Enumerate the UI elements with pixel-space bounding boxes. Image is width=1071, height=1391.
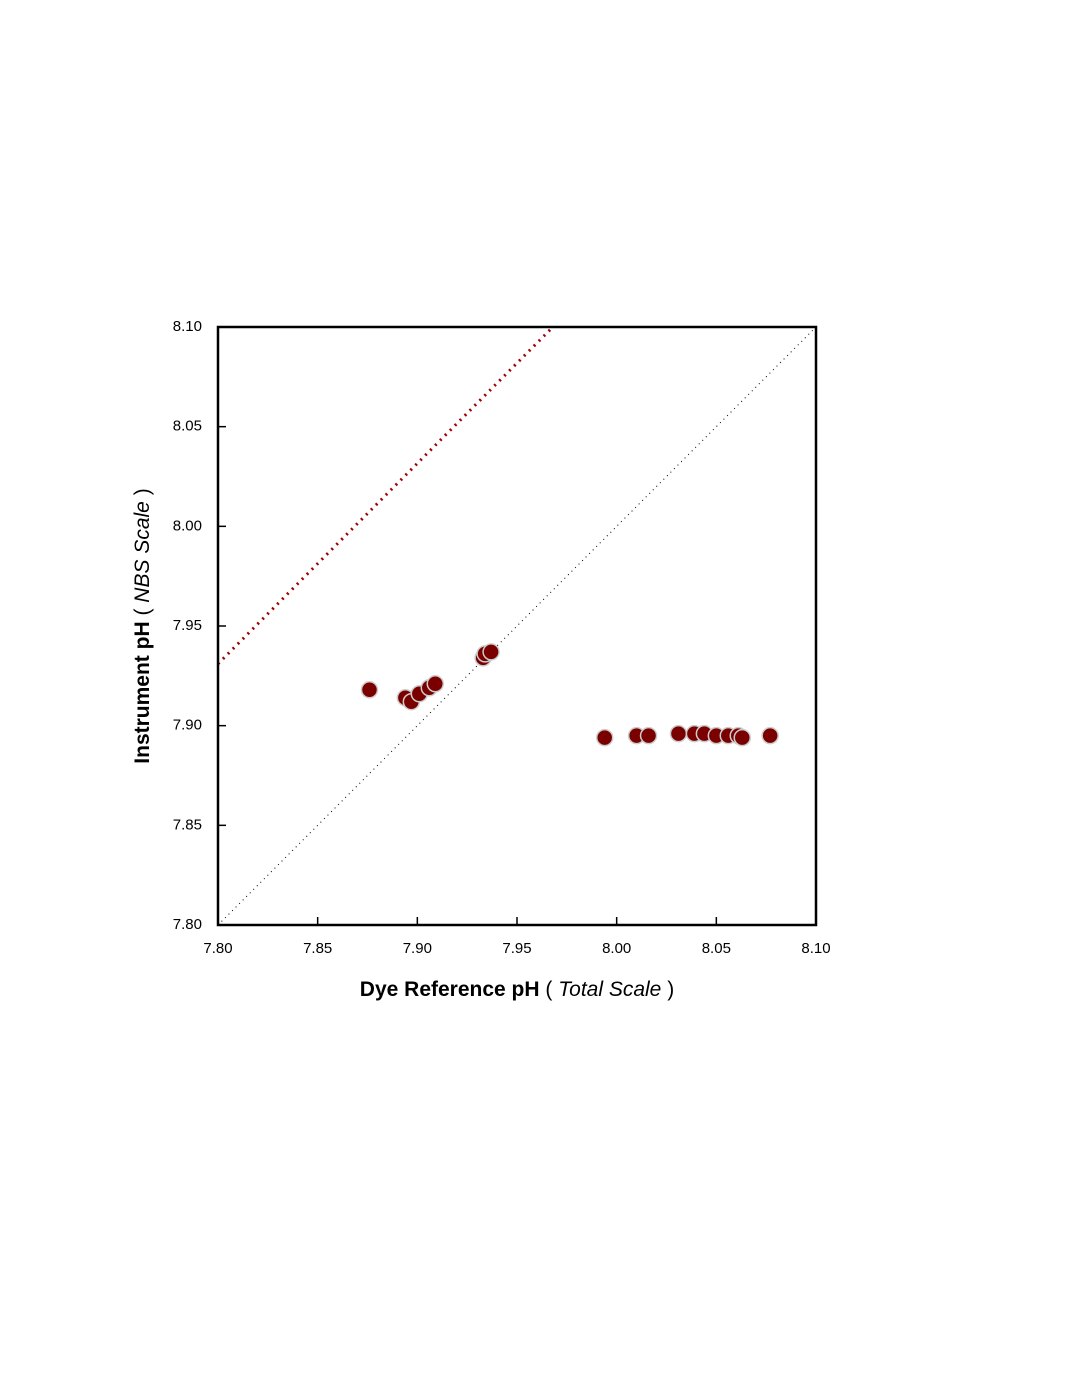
y-tick-label: 7.90 (173, 717, 202, 734)
y-tick-label: 8.05 (173, 418, 202, 435)
reference-line (218, 327, 554, 665)
x-tick-label: 7.90 (403, 940, 432, 957)
plot-frame (216, 325, 818, 927)
y-tick-label: 7.95 (173, 617, 202, 634)
y-tick-label: 7.85 (173, 816, 202, 833)
x-tick-label: 8.10 (801, 940, 830, 957)
y-tick-label: 7.80 (173, 916, 202, 933)
x-title-part: ( (545, 978, 552, 1001)
point (639, 726, 658, 745)
y-axis-title: Instrument pH ( NBS Scale ) (131, 488, 154, 763)
x-title-part: Total Scale (558, 978, 661, 1001)
y-title-part: NBS Scale (131, 501, 154, 603)
point (426, 675, 445, 693)
x-title-part: ) (667, 978, 674, 1001)
point (733, 728, 751, 747)
point (761, 726, 779, 745)
point (360, 681, 379, 699)
point (669, 724, 688, 743)
x-axis-title: Dye Reference pH ( Total Scale ) (360, 978, 674, 1001)
point (482, 643, 500, 661)
y-title-part: ) (131, 488, 154, 495)
y-tick-label: 8.10 (173, 318, 202, 335)
y-title-part: Instrument pH (131, 621, 154, 763)
x-tick-label: 7.80 (203, 940, 232, 957)
x-title-part: Dye Reference pH (360, 978, 540, 1001)
y-title-part: ( (131, 609, 154, 616)
point (595, 728, 614, 747)
x-tick-label: 7.95 (502, 940, 531, 957)
x-tick-label: 7.85 (303, 940, 332, 957)
x-tick-label: 8.05 (702, 940, 731, 957)
reference-line (218, 327, 816, 925)
y-tick-label: 8.00 (173, 517, 202, 534)
x-tick-label: 8.00 (602, 940, 631, 957)
